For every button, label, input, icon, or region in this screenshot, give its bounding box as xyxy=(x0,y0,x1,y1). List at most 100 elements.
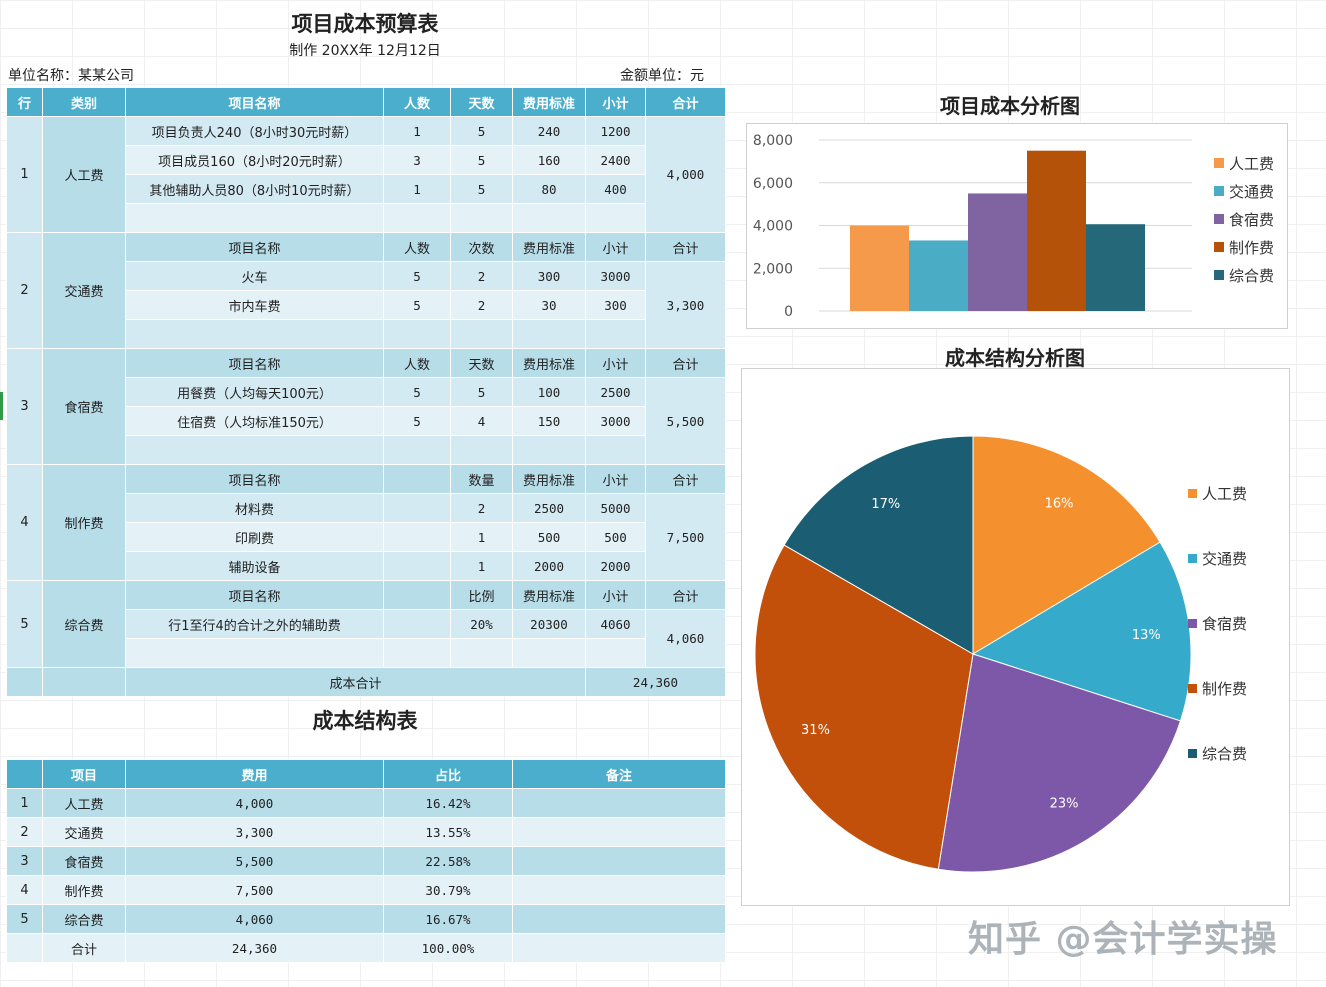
subheader-cell[interactable]: 天数 xyxy=(450,348,513,378)
category-cell[interactable]: 综合费 xyxy=(42,580,126,668)
row-index[interactable]: 5 xyxy=(6,580,43,668)
table-cell[interactable] xyxy=(512,875,726,905)
table-cell[interactable]: 用餐费（人均每天100元） xyxy=(125,377,384,407)
table-cell[interactable] xyxy=(450,319,513,349)
subheader-cell[interactable]: 次数 xyxy=(450,232,513,262)
footer-blank[interactable] xyxy=(6,667,43,697)
footer-label[interactable]: 成本合计 xyxy=(125,667,586,697)
table-cell[interactable] xyxy=(383,435,451,465)
table-cell[interactable]: 5 xyxy=(450,174,513,204)
row-index[interactable]: 2 xyxy=(6,232,43,349)
table-cell[interactable] xyxy=(585,435,646,465)
table-cell[interactable] xyxy=(383,203,451,233)
table-cell[interactable]: 2000 xyxy=(585,551,646,581)
table-cell[interactable]: 制作费 xyxy=(42,875,126,905)
subheader-cell[interactable]: 费用标准 xyxy=(512,232,586,262)
table-cell[interactable] xyxy=(512,846,726,876)
table-cell[interactable]: 5 xyxy=(6,904,43,934)
table-cell[interactable] xyxy=(512,638,586,668)
table-cell[interactable]: 2 xyxy=(6,817,43,847)
subheader-cell[interactable]: 合计 xyxy=(645,232,726,262)
table-cell[interactable]: 24,360 xyxy=(125,933,384,963)
subheader-cell[interactable]: 比例 xyxy=(450,580,513,610)
table-cell[interactable]: 4 xyxy=(6,875,43,905)
table-cell[interactable]: 2000 xyxy=(512,551,586,581)
table-cell[interactable] xyxy=(6,933,43,963)
table-cell[interactable] xyxy=(450,638,513,668)
table-cell[interactable]: 2400 xyxy=(585,145,646,175)
subheader-cell[interactable]: 数量 xyxy=(450,464,513,494)
table-cell[interactable]: 市内车费 xyxy=(125,290,384,320)
footer-total[interactable]: 24,360 xyxy=(585,667,726,697)
header-cell[interactable]: 备注 xyxy=(512,759,726,789)
table-cell[interactable]: 2 xyxy=(450,493,513,523)
table-cell[interactable]: 500 xyxy=(585,522,646,552)
table-cell[interactable] xyxy=(585,203,646,233)
table-cell[interactable] xyxy=(125,203,384,233)
table-cell[interactable]: 400 xyxy=(585,174,646,204)
table-cell[interactable] xyxy=(383,638,451,668)
header-cell[interactable]: 占比 xyxy=(383,759,513,789)
subheader-cell[interactable]: 项目名称 xyxy=(125,348,384,378)
table-cell[interactable] xyxy=(512,435,586,465)
category-cell[interactable]: 交通费 xyxy=(42,232,126,349)
table-cell[interactable]: 5 xyxy=(450,116,513,146)
table-cell[interactable] xyxy=(512,788,726,818)
table-cell[interactable]: 16.67% xyxy=(383,904,513,934)
table-cell[interactable]: 80 xyxy=(512,174,586,204)
table-cell[interactable]: 交通费 xyxy=(42,817,126,847)
row-index[interactable]: 4 xyxy=(6,464,43,581)
section-total[interactable]: 5,500 xyxy=(645,377,726,465)
category-cell[interactable]: 食宿费 xyxy=(42,348,126,465)
table-cell[interactable]: 3 xyxy=(6,846,43,876)
header-cell[interactable]: 小计 xyxy=(585,87,646,117)
table-cell[interactable]: 5 xyxy=(383,290,451,320)
table-cell[interactable] xyxy=(512,319,586,349)
table-cell[interactable]: 材料费 xyxy=(125,493,384,523)
header-cell[interactable]: 类别 xyxy=(42,87,126,117)
table-cell[interactable]: 项目成员160（8小时20元时薪） xyxy=(125,145,384,175)
table-cell[interactable]: 3000 xyxy=(585,261,646,291)
table-cell[interactable]: 4,060 xyxy=(125,904,384,934)
table-cell[interactable] xyxy=(512,817,726,847)
table-cell[interactable] xyxy=(512,203,586,233)
table-cell[interactable]: 行1至行4的合计之外的辅助费 xyxy=(125,609,384,639)
header-cell[interactable]: 项目名称 xyxy=(125,87,384,117)
table-cell[interactable] xyxy=(383,551,451,581)
table-cell[interactable]: 项目负责人240（8小时30元时薪） xyxy=(125,116,384,146)
section-total[interactable]: 3,300 xyxy=(645,261,726,349)
header-cell[interactable]: 人数 xyxy=(383,87,451,117)
header-cell[interactable]: 费用标准 xyxy=(512,87,586,117)
table-cell[interactable]: 3 xyxy=(383,145,451,175)
table-cell[interactable]: 500 xyxy=(512,522,586,552)
header-cell[interactable]: 合计 xyxy=(645,87,726,117)
table-cell[interactable]: 4060 xyxy=(585,609,646,639)
table-cell[interactable] xyxy=(585,319,646,349)
table-cell[interactable]: 5 xyxy=(383,406,451,436)
table-cell[interactable]: 30.79% xyxy=(383,875,513,905)
subheader-cell[interactable] xyxy=(383,464,451,494)
table-cell[interactable]: 150 xyxy=(512,406,586,436)
table-cell[interactable]: 辅助设备 xyxy=(125,551,384,581)
table-cell[interactable]: 1 xyxy=(383,174,451,204)
table-cell[interactable]: 13.55% xyxy=(383,817,513,847)
table-cell[interactable]: 30 xyxy=(512,290,586,320)
subheader-cell[interactable]: 人数 xyxy=(383,232,451,262)
table-cell[interactable]: 5 xyxy=(383,377,451,407)
table-cell[interactable]: 住宿费（人均标准150元） xyxy=(125,406,384,436)
header-cell[interactable]: 行 xyxy=(6,87,43,117)
table-cell[interactable]: 1 xyxy=(6,788,43,818)
table-cell[interactable]: 5 xyxy=(450,145,513,175)
table-cell[interactable] xyxy=(125,319,384,349)
footer-blank[interactable] xyxy=(42,667,126,697)
table-cell[interactable]: 1 xyxy=(450,551,513,581)
table-cell[interactable]: 22.58% xyxy=(383,846,513,876)
table-cell[interactable]: 100.00% xyxy=(383,933,513,963)
subheader-cell[interactable]: 人数 xyxy=(383,348,451,378)
table-cell[interactable]: 5 xyxy=(383,261,451,291)
subheader-cell[interactable]: 费用标准 xyxy=(512,464,586,494)
table-cell[interactable]: 综合费 xyxy=(42,904,126,934)
header-cell[interactable]: 天数 xyxy=(450,87,513,117)
table-cell[interactable]: 16.42% xyxy=(383,788,513,818)
table-cell[interactable]: 300 xyxy=(512,261,586,291)
